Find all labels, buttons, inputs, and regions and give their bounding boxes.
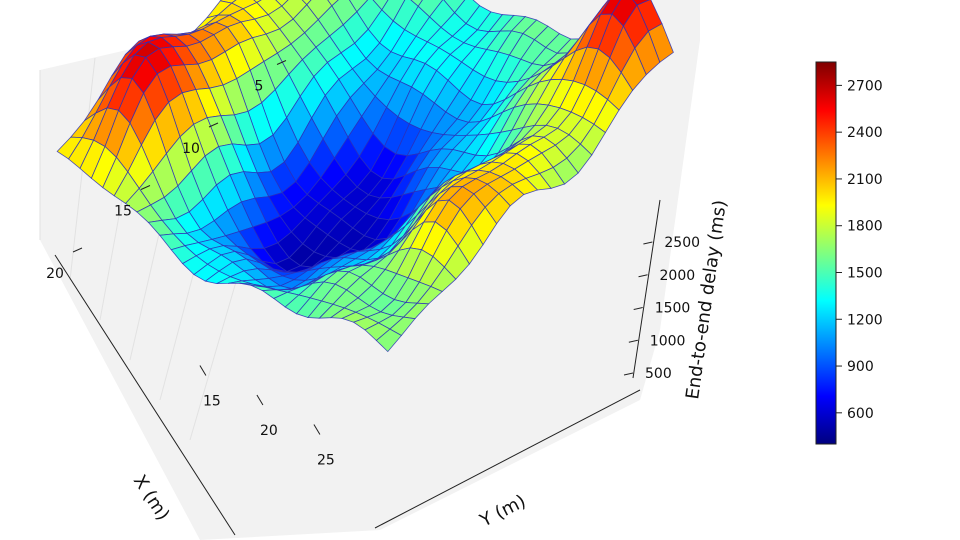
colorbar-tick: 1800	[836, 219, 883, 235]
x-tick-label: 20	[46, 266, 64, 282]
y-tick-label: 25	[317, 453, 335, 469]
x-tick: 20	[46, 247, 83, 282]
colorbar-tick-label: 900	[847, 359, 874, 375]
x-axis-line	[54, 254, 236, 536]
z-tick-mark	[623, 372, 634, 376]
colorbar-gradient	[815, 61, 837, 445]
colorbar: 600 900 1200 1500 1800 2100 2400 2700	[815, 61, 883, 445]
z-tick-label: 1500	[655, 301, 691, 317]
x-tick-label: 10	[182, 141, 200, 157]
z-tick-label: 500	[645, 366, 672, 382]
y-tick-mark	[199, 365, 207, 376]
x-tick-mark	[72, 247, 83, 253]
colorbar-tick: 1200	[836, 312, 883, 328]
z-tick: 1500	[633, 301, 691, 317]
colorbar-tick: 1500	[836, 266, 883, 282]
colorbar-tick-label: 2400	[847, 125, 883, 141]
x-tick: 15	[114, 185, 151, 220]
x-tick-mark	[208, 122, 219, 128]
z-tick-mark	[628, 339, 638, 343]
x-axis-label: X (m)	[129, 471, 174, 524]
z-tick: 2500	[643, 235, 700, 251]
z-tick-label: 1000	[650, 333, 686, 349]
colorbar-ticks: 600 900 1200 1500 1800 2100 2400 2700	[836, 78, 883, 422]
y-tick-label: 15	[203, 394, 221, 410]
colorbar-tick: 2100	[836, 172, 883, 188]
z-axis-line	[632, 199, 661, 379]
x-tick: 10	[182, 122, 219, 157]
colorbar-tick-label: 1800	[847, 219, 883, 235]
z-tick-mark	[633, 307, 643, 310]
z-tick: 2000	[638, 268, 696, 284]
x-tick-mark	[140, 185, 151, 190]
y-tick: 20	[256, 394, 278, 439]
colorbar-tick: 2400	[836, 125, 883, 141]
y-tick-mark	[313, 424, 321, 435]
colorbar-tick-label: 600	[847, 406, 874, 422]
x-tick-label: 5	[255, 79, 264, 95]
colorbar-tick-label: 2100	[847, 172, 883, 188]
z-tick: 1000	[628, 333, 686, 349]
surface-patch	[375, 328, 403, 353]
colorbar-tick-label: 1500	[847, 266, 883, 282]
x-tick-label: 15	[114, 204, 132, 220]
y-tick: 15	[199, 365, 221, 410]
y-axis-line	[374, 389, 641, 529]
x-axis-ticks: 5 10 15 20	[46, 60, 287, 282]
y-tick-label: 20	[260, 423, 278, 439]
colorbar-tick: 900	[836, 359, 874, 375]
x-tick-mark	[276, 60, 287, 65]
y-tick: 25	[313, 424, 335, 469]
z-tick-mark	[643, 241, 653, 245]
colorbar-tick: 2700	[836, 78, 883, 94]
x-tick: 5	[255, 60, 287, 95]
z-axis-ticks: 500 1000 1500 2000 2500	[623, 235, 700, 382]
z-tick-label: 2500	[664, 235, 700, 251]
y-axis-ticks: 15 20 25	[199, 365, 335, 469]
z-tick: 500	[623, 366, 672, 382]
colorbar-tick: 600	[836, 406, 874, 422]
y-axis-label: Y (m)	[476, 491, 529, 532]
colorbar-tick-label: 2700	[847, 78, 883, 94]
z-tick-mark	[638, 274, 648, 278]
z-tick-label: 2000	[660, 268, 696, 284]
y-tick-mark	[256, 394, 264, 406]
surface-mesh	[56, 0, 674, 353]
colorbar-tick-label: 1200	[847, 312, 883, 328]
